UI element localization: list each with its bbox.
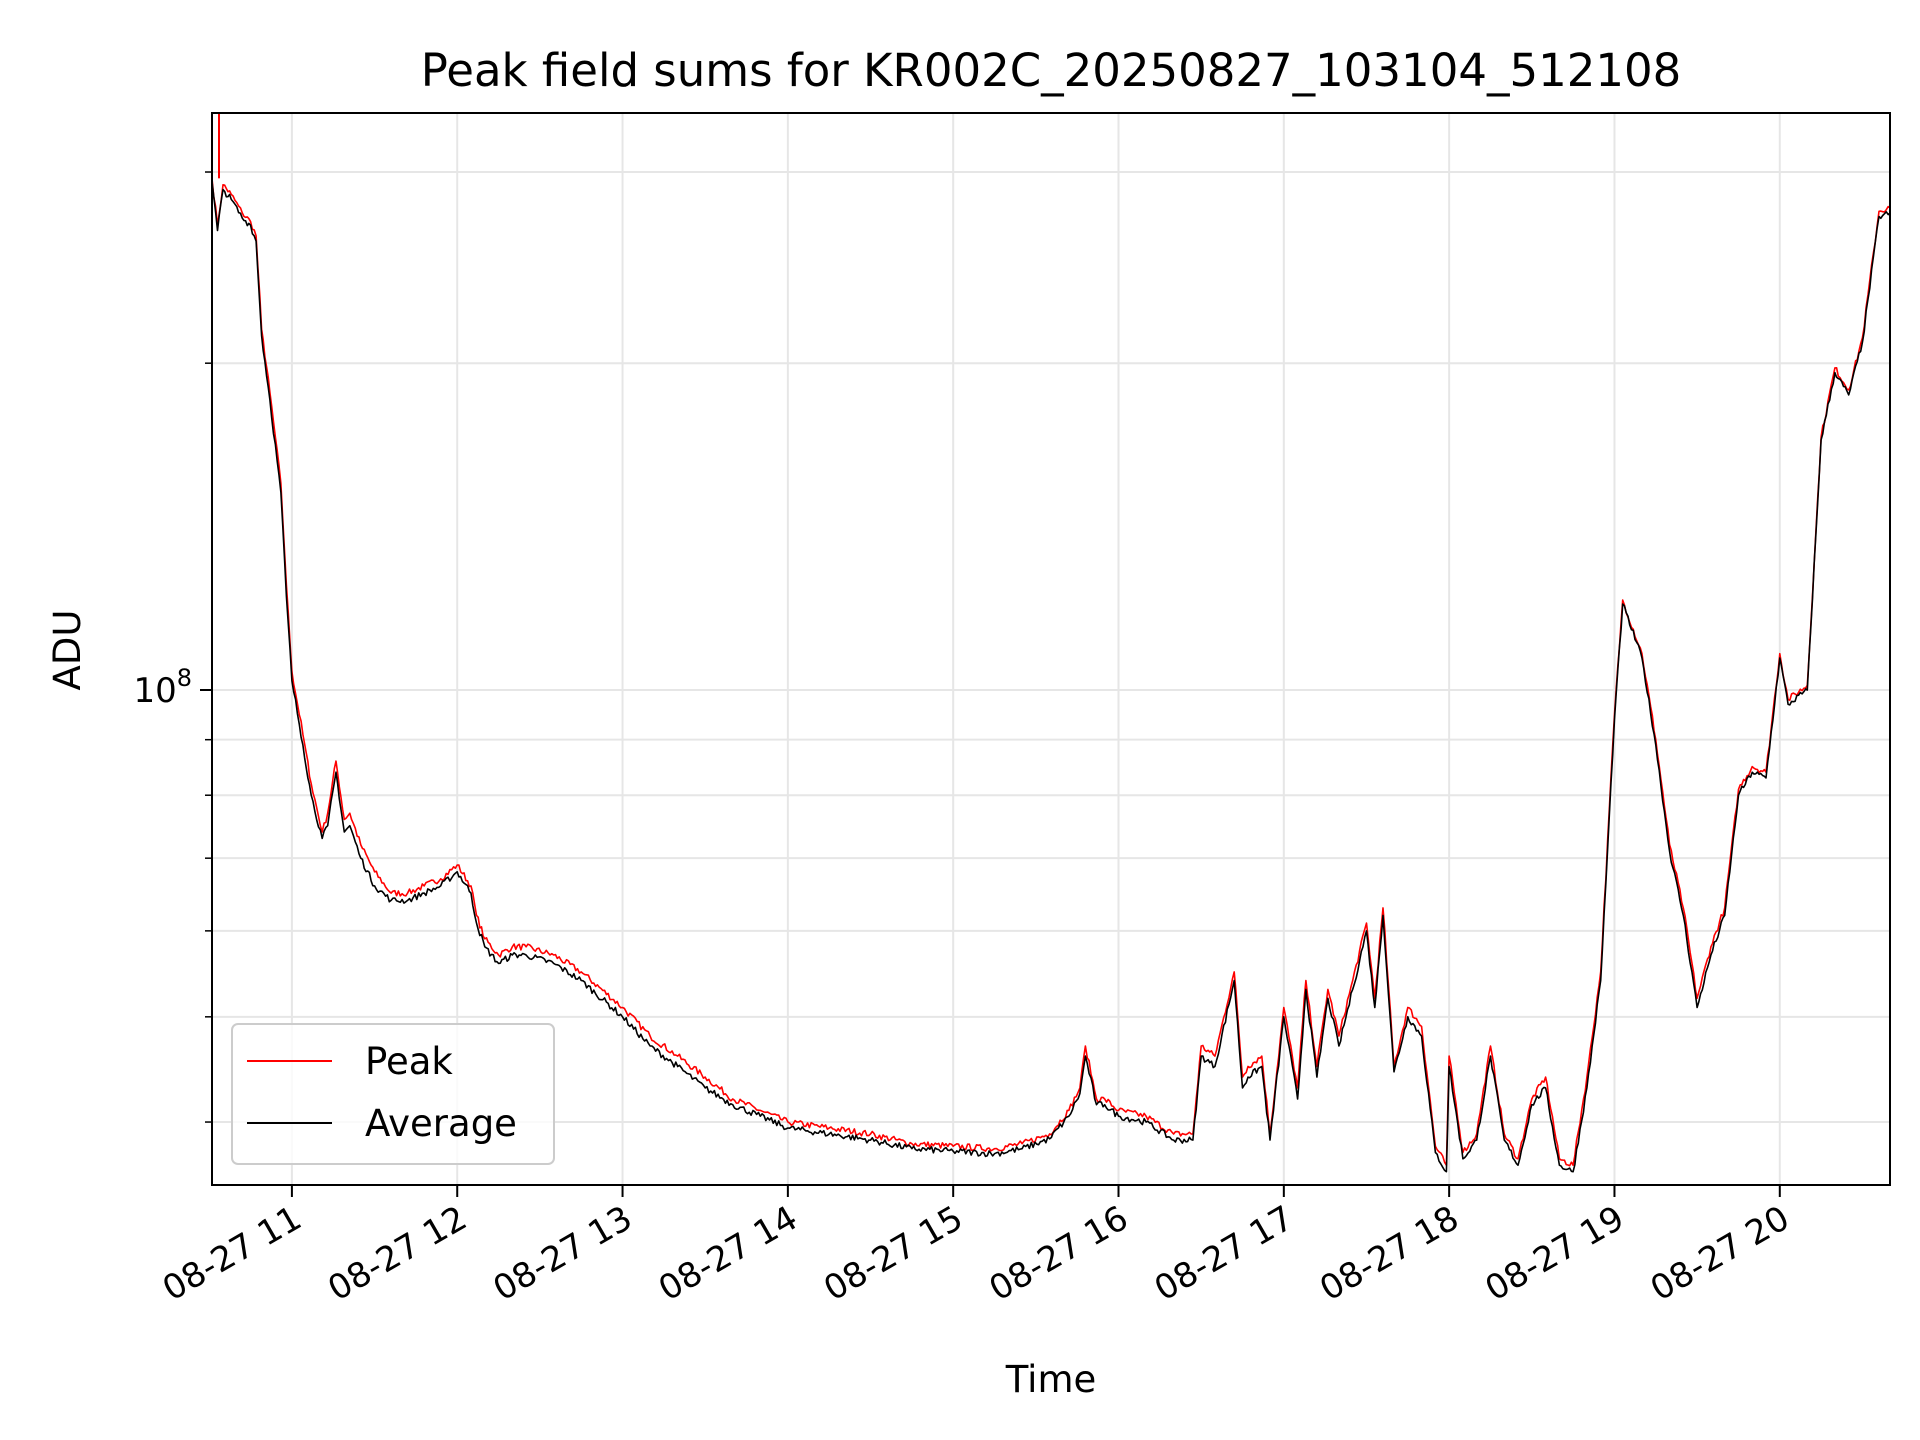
- grid: [212, 113, 1890, 1185]
- legend-average-label: Average: [365, 1102, 517, 1145]
- plot-frame: [211, 112, 1891, 1186]
- plot-lines: [211, 113, 1891, 1173]
- series-line-average: [211, 181, 1891, 1173]
- x-axis-label: Time: [1005, 1358, 1097, 1401]
- legend-box: [231, 1023, 555, 1165]
- y-axis-label: ADU: [46, 610, 89, 691]
- legend: Peak Average: [231, 1023, 555, 1165]
- chart-title: Peak field sums for KR002C_20250827_1031…: [421, 44, 1681, 97]
- y-tick-label: 108: [133, 664, 192, 711]
- legend-peak-label: Peak: [365, 1040, 453, 1083]
